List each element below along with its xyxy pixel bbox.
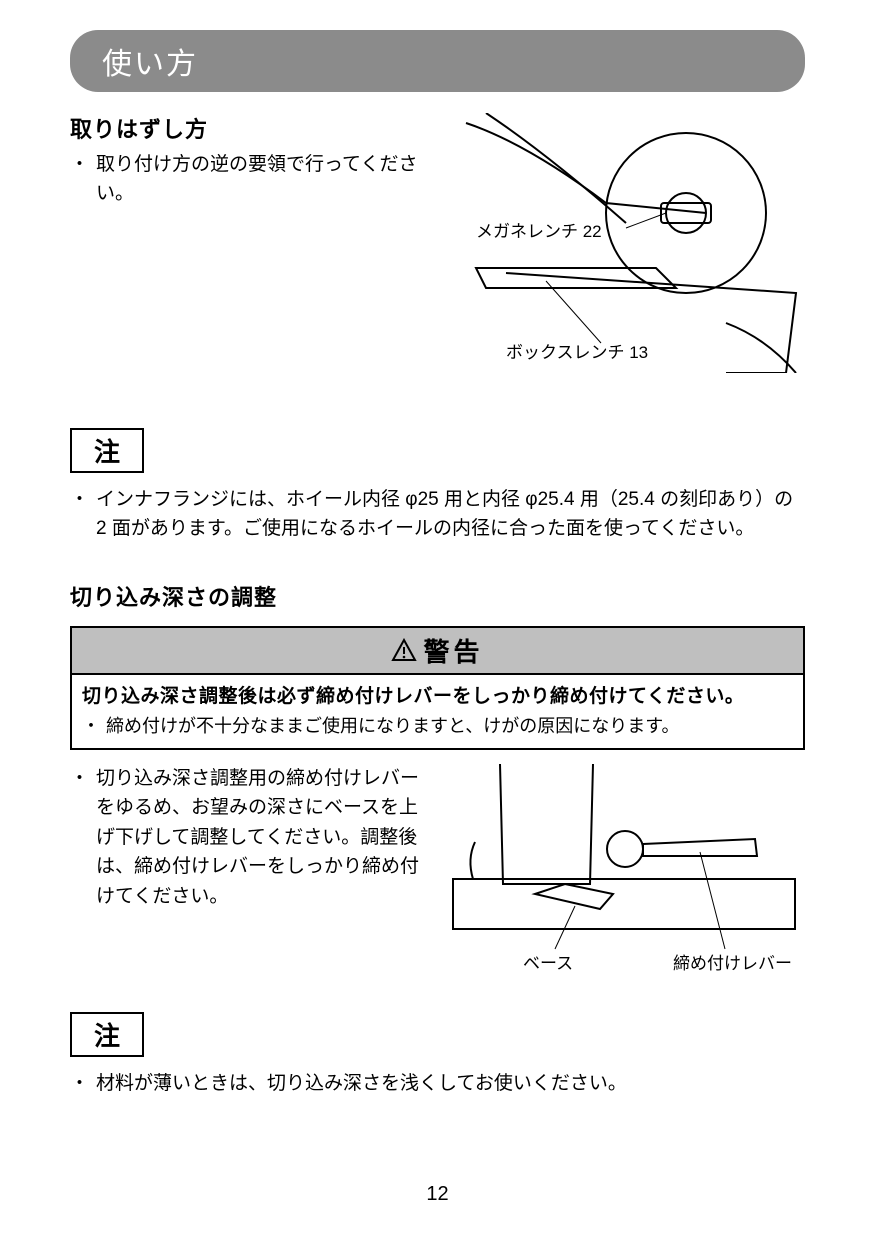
depth-diagram: ベース 締め付けレバー — [445, 764, 805, 974]
depth-text: 切り込み深さ調整用の締め付けレバーをゆるめ、お望みの深さにベースを上げ下げして調… — [96, 764, 427, 911]
note-2-bullet: ・ 材料が薄いときは、切り込み深さを浅くしてお使いください。 — [70, 1069, 805, 1098]
removal-heading: 取りはずし方 — [70, 112, 427, 144]
diagram-label-base: ベース — [523, 949, 573, 974]
warning-sub-row: ・ 締め付けが不十分なままご使用になりますと、けがの原因になります。 — [82, 712, 793, 738]
note-1-text: インナフランジには、ホイール内径 φ25 用と内径 φ25.4 用（25.4 の… — [96, 485, 805, 544]
bullet-dot: ・ — [82, 712, 106, 738]
note-1-bullet: ・ インナフランジには、ホイール内径 φ25 用と内径 φ25.4 用（25.4… — [70, 485, 805, 544]
warning-sub-text: 締め付けが不十分なままご使用になりますと、けがの原因になります。 — [106, 712, 679, 738]
bullet-dot: ・ — [70, 150, 96, 209]
bullet-dot: ・ — [70, 485, 96, 544]
note-1-label: 注 — [70, 428, 144, 473]
depth-diagram-svg — [445, 764, 805, 974]
depth-bullet: ・ 切り込み深さ調整用の締め付けレバーをゆるめ、お望みの深さにベースを上げ下げし… — [70, 764, 427, 911]
removal-diagram: メガネレンチ 22 ボックスレンチ 13 — [445, 112, 805, 372]
section-header: 使い方 — [70, 30, 805, 92]
note-2-label: 注 — [70, 1012, 144, 1057]
warning-box: 警告 切り込み深さ調整後は必ず締め付けレバーをしっかり締め付けてください。 ・ … — [70, 626, 805, 750]
wrench-diagram-svg — [446, 113, 806, 373]
note-2-text: 材料が薄いときは、切り込み深さを浅くしてお使いください。 — [96, 1069, 805, 1098]
warning-title: 警告 — [423, 632, 483, 669]
depth-section: ・ 切り込み深さ調整用の締め付けレバーをゆるめ、お望みの深さにベースを上げ下げし… — [70, 764, 805, 974]
bullet-dot: ・ — [70, 1069, 96, 1098]
removal-bullet: ・ 取り付け方の逆の要領で行ってください。 — [70, 150, 427, 209]
removal-text: 取り付け方の逆の要領で行ってください。 — [96, 150, 427, 209]
removal-section: 取りはずし方 ・ 取り付け方の逆の要領で行ってください。 メガネレンチ 22 ボ… — [70, 112, 805, 372]
diagram-label-1: メガネレンチ 22 — [476, 217, 602, 242]
bullet-dot: ・ — [70, 764, 96, 911]
warning-triangle-icon — [391, 638, 417, 662]
depth-heading: 切り込み深さの調整 — [70, 580, 805, 612]
page-number: 12 — [0, 1183, 875, 1206]
diagram-label-2: ボックスレンチ 13 — [506, 338, 648, 363]
warning-header: 警告 — [72, 628, 803, 675]
warning-bold-text: 切り込み深さ調整後は必ず締め付けレバーをしっかり締め付けてください。 — [82, 681, 793, 708]
warning-body: 切り込み深さ調整後は必ず締め付けレバーをしっかり締め付けてください。 ・ 締め付… — [72, 675, 803, 748]
diagram-label-lever: 締め付けレバー — [673, 949, 792, 974]
